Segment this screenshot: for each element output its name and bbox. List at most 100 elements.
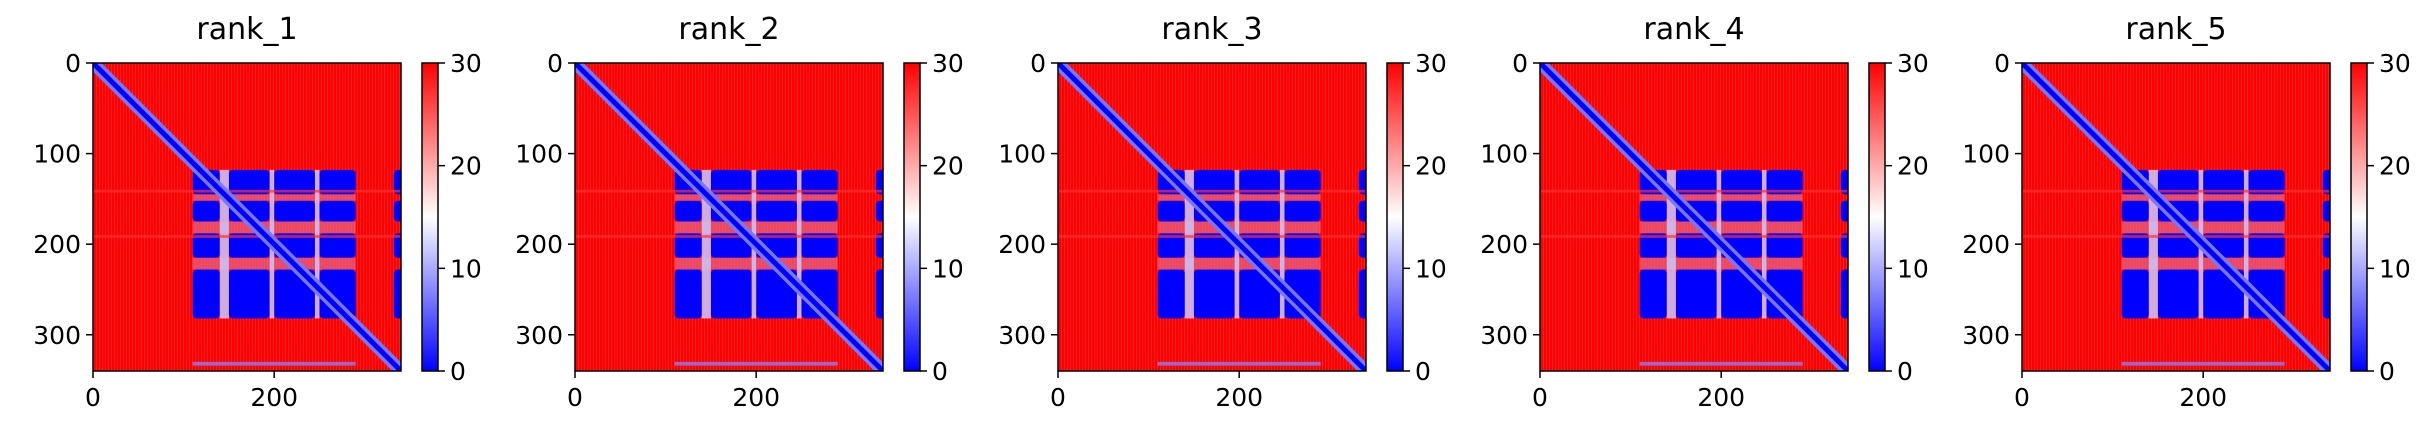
heatmap-streak: [2022, 189, 2330, 193]
y-tick-label: 200: [1962, 230, 2010, 259]
heatmap-block: [1766, 200, 1803, 222]
colorbar-tick-label: 20: [2379, 152, 2411, 181]
heatmap-seam: [1639, 257, 1803, 270]
y-tick-label: 100: [998, 140, 1046, 169]
y-tick-label: 0: [1994, 49, 2010, 78]
heatmap-block: [2157, 269, 2199, 319]
heatmap-streak: [1540, 235, 1848, 238]
heatmap-block: [1284, 200, 1321, 222]
heatmap-block: [875, 233, 883, 258]
heatmap-block: [1358, 233, 1366, 258]
heatmap-diagonal: [2022, 63, 2330, 371]
heatmap-block: [1840, 169, 1848, 195]
colorbar-tick-label: 20: [1415, 152, 1447, 181]
heatmap-block: [710, 169, 752, 195]
heatmap-strip: [674, 361, 838, 366]
y-tick-label: 300: [998, 321, 1046, 350]
axes-frame: [1057, 62, 1367, 372]
y-tick-label: 200: [515, 230, 563, 259]
heatmap-block: [710, 269, 752, 319]
heatmap-block: [2203, 169, 2244, 195]
y-tick-label: 200: [1480, 230, 1528, 259]
heatmap-block: [674, 233, 702, 258]
heatmap-block: [228, 169, 270, 195]
heatmap-cells: [2022, 63, 2330, 371]
heatmap-streak: [575, 189, 883, 193]
x-tick-label: 0: [1050, 383, 1066, 412]
colorbar-tick-label: 0: [2379, 357, 2395, 386]
colorbar: [2350, 62, 2368, 372]
y-tick-label: 300: [1962, 321, 2010, 350]
colorbar-tick-label: 0: [1415, 357, 1431, 386]
x-tick-label: 200: [732, 383, 780, 412]
heatmap-seam: [1639, 194, 1803, 201]
heatmap-streak: [2022, 235, 2330, 238]
x-tick-label: 0: [567, 383, 583, 412]
panel-title: rank_4: [1643, 12, 1745, 47]
heatmap-block: [228, 233, 270, 258]
heatmap-block: [2248, 169, 2285, 195]
heatmap-diagonal: [93, 63, 401, 371]
heatmap-streak: [1058, 189, 1366, 193]
heatmap-block: [2248, 233, 2285, 258]
heatmap-streak: [93, 235, 401, 238]
heatmap-plot: 0 100 200 300 0 200 0 10 20 30: [1480, 49, 1929, 412]
colorbar-tick-label: 20: [932, 152, 964, 181]
heatmap-block: [875, 169, 883, 195]
y-tick-label: 300: [33, 321, 81, 350]
heatmap-block: [1675, 169, 1717, 195]
panel-rank-4: rank_4 0 100 200 300 0 200 0 10 20 30: [1447, 0, 1929, 438]
heatmap-block: [1675, 269, 1717, 319]
heatmap-cells: [575, 63, 883, 371]
colorbar-tick-label: 20: [450, 152, 482, 181]
heatmap-block: [1193, 269, 1235, 319]
heatmap-block: [1157, 269, 1185, 319]
heatmap-diagonal: [575, 63, 883, 371]
x-tick-label: 200: [1215, 383, 1263, 412]
colorbar-tick-label: 20: [1897, 152, 1929, 181]
heatmap-block: [1239, 200, 1280, 222]
y-tick-label: 100: [1480, 140, 1528, 169]
heatmap-block: [2322, 169, 2330, 195]
x-tick-label: 0: [2014, 383, 2030, 412]
heatmap-block: [2157, 169, 2199, 195]
heatmap-seam: [314, 169, 320, 319]
colorbar-tick-label: 30: [2379, 49, 2411, 78]
heatmap-block: [274, 169, 315, 195]
x-tick-label: 200: [1697, 383, 1745, 412]
heatmap-block: [393, 233, 401, 258]
heatmap-block: [1639, 269, 1667, 319]
heatmap-streak: [1058, 235, 1366, 238]
colorbar: [421, 62, 439, 372]
heatmap-streak: [93, 189, 401, 193]
panel-title: rank_2: [678, 12, 780, 47]
heatmap-block: [1284, 233, 1321, 258]
heatmap-seam: [1761, 169, 1767, 319]
heatmap-block: [1721, 169, 1762, 195]
colorbar: [1386, 62, 1404, 372]
y-tick-label: 200: [998, 230, 1046, 259]
heatmap-strip: [2121, 361, 2285, 366]
x-tick-label: 0: [1532, 383, 1548, 412]
heatmap-block: [2322, 200, 2330, 222]
colorbar-tick-label: 0: [450, 357, 466, 386]
x-tick-label: 200: [250, 383, 298, 412]
panel-title: rank_5: [2125, 12, 2227, 47]
heatmap-block: [875, 269, 883, 319]
heatmap-seam: [1157, 257, 1321, 270]
heatmap-seam: [674, 194, 838, 201]
heatmap-block: [192, 200, 220, 222]
colorbar-tick-label: 10: [450, 254, 482, 283]
colorbar-tick-label: 30: [932, 49, 964, 78]
panel-rank-3: rank_3 0 100 200 300 0 200 0 10 20 30: [965, 0, 1447, 438]
heatmap-seam: [674, 221, 838, 234]
heatmap-block: [2248, 200, 2285, 222]
heatmap-block: [1157, 233, 1185, 258]
heatmap-cells: [1540, 63, 1848, 371]
heatmap-block: [1284, 169, 1321, 195]
heatmap-block: [2121, 269, 2149, 319]
heatmap-strip: [192, 361, 356, 366]
heatmap-block: [393, 169, 401, 195]
heatmap-block: [674, 269, 702, 319]
